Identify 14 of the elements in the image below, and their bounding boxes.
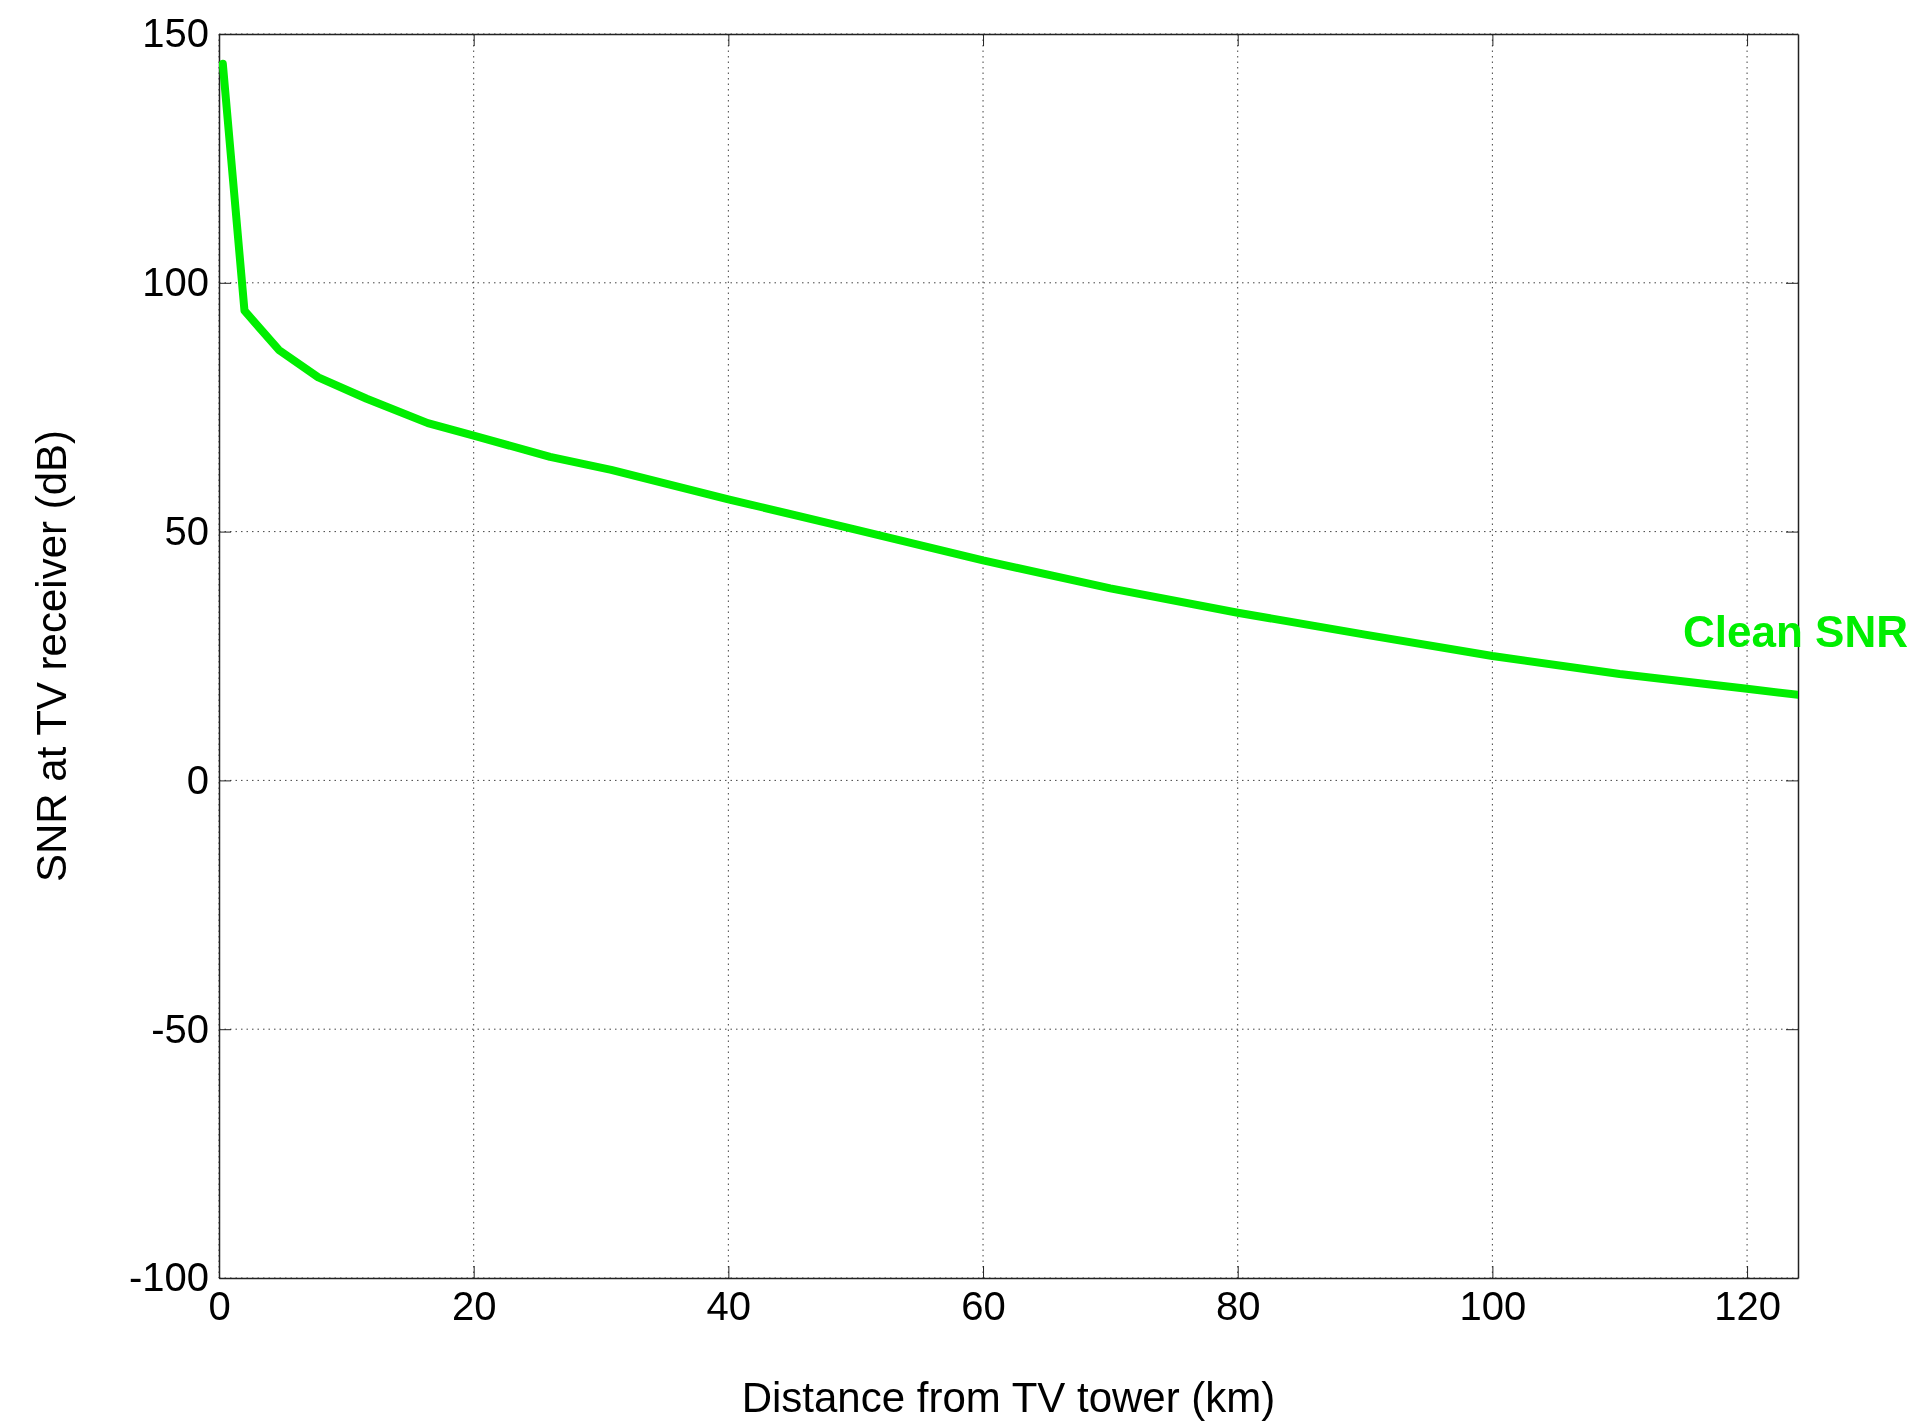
y-axis-title: SNR at TV receiver (dB) (28, 429, 75, 883)
x-tick-label: 20 (451, 1284, 497, 1329)
y-tick-label: -100 (128, 1255, 209, 1300)
y-tick-label: -50 (151, 1006, 209, 1051)
x-axis-title: Distance from TV tower (km) (741, 1374, 1276, 1421)
x-tick-label: 60 (961, 1284, 1006, 1329)
y-tick-label: 50 (164, 508, 209, 553)
y-tick-label: 0 (186, 757, 209, 802)
x-tick-label: 120 (1714, 1284, 1781, 1329)
x-tick-label: 80 (1215, 1284, 1261, 1329)
x-tick-label: 100 (1459, 1284, 1527, 1329)
y-tick-label: 100 (142, 260, 209, 305)
y-tick-label: 150 (142, 11, 209, 56)
x-tick-label: 40 (706, 1284, 752, 1329)
